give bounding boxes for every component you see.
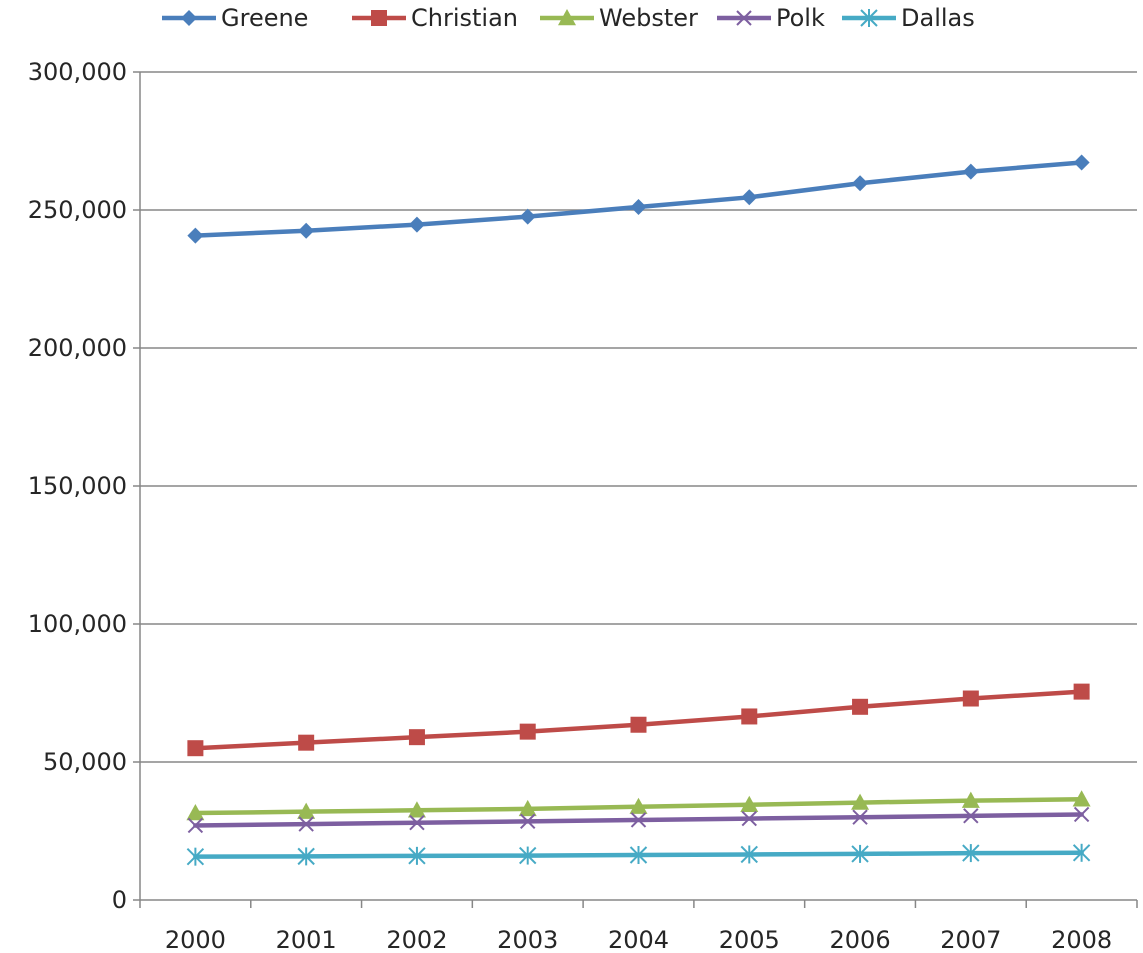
data-point-polk-stroke: [741, 810, 757, 827]
data-point-polk-stroke: [852, 809, 868, 825]
x-tick-label: 2007: [940, 926, 1001, 953]
data-point-dallas: [519, 846, 537, 865]
x-axis-ticks: 2000 2001 2002 2003 2004 2005 2006 2007 2008: [139, 900, 1138, 953]
data-point-greene: [962, 163, 979, 180]
data-point-webster: [851, 793, 870, 810]
x-tick-label: 2004: [608, 926, 669, 953]
data-point-webster: [407, 801, 426, 818]
data-point-dallas: [1072, 843, 1091, 862]
data-point-greene: [519, 208, 536, 225]
data-point-webster: [629, 797, 648, 814]
data-point-dallas: [408, 846, 426, 865]
data-point-christian: [741, 708, 758, 725]
legend-label-greene: Greene: [221, 4, 308, 32]
data-point-webster: [186, 804, 205, 821]
data-point-polk: [963, 808, 979, 824]
legend-marker-christian: [371, 10, 387, 26]
x-tick-label: 2000: [165, 926, 226, 953]
y-tick-label: 200,000: [28, 334, 127, 362]
legend-label-dallas: Dallas: [901, 4, 975, 32]
series-polk: [187, 806, 1090, 834]
data-point-greene: [630, 198, 647, 215]
legend: Greene Christian Webster Polk Dallas: [162, 4, 975, 32]
gridlines: [140, 71, 1137, 763]
x-tick-label: 2005: [719, 926, 780, 953]
data-point-polk-stroke: [409, 815, 425, 831]
x-tick-label: 2003: [497, 926, 558, 953]
data-point-dallas: [740, 845, 758, 864]
data-point-christian: [519, 723, 536, 740]
series-greene: [187, 154, 1090, 244]
legend-marker-webster: [558, 9, 576, 26]
series-group: [186, 154, 1091, 866]
data-point-greene: [1073, 154, 1090, 171]
data-point-webster: [740, 795, 759, 812]
data-point-polk: [409, 815, 425, 831]
y-tick-label: 300,000: [28, 58, 127, 86]
y-tick-label: 250,000: [28, 196, 127, 224]
data-point-webster: [518, 799, 537, 817]
data-point-polk: [630, 812, 647, 828]
legend-marker-polk-stroke: [736, 10, 752, 26]
legend-item-dallas: Dallas: [842, 4, 975, 32]
data-point-christian: [630, 716, 647, 733]
y-tick-label: 150,000: [28, 472, 127, 500]
data-point-polk: [187, 817, 204, 834]
data-point-polk-stroke: [520, 813, 536, 830]
x-tick-label: 2008: [1051, 926, 1112, 953]
data-point-christian: [187, 740, 204, 757]
data-point-greene: [298, 222, 315, 239]
data-point-webster: [961, 791, 980, 808]
data-point-greene: [852, 175, 869, 192]
series-christian: [187, 683, 1090, 757]
y-tick-label: 100,000: [28, 610, 127, 638]
y-tick-label: 50,000: [43, 748, 127, 776]
data-point-christian: [962, 690, 979, 707]
x-tick-label: 2006: [830, 926, 891, 953]
data-point-dallas: [297, 847, 315, 866]
x-tick-label: 2002: [386, 926, 447, 953]
legend-marker-greene: [181, 10, 197, 26]
series-webster: [186, 790, 1091, 821]
legend-label-christian: Christian: [411, 4, 518, 32]
y-tick-label: 0: [112, 886, 127, 914]
data-point-polk: [852, 809, 868, 825]
data-point-webster: [297, 802, 316, 819]
legend-item-christian: Christian: [352, 4, 518, 32]
legend-label-webster: Webster: [599, 4, 698, 32]
legend-item-greene: Greene: [162, 4, 308, 32]
legend-marker-polk: [736, 10, 752, 26]
data-point-polk-stroke: [963, 808, 979, 824]
data-point-dallas: [851, 844, 869, 863]
data-point-polk-stroke: [298, 816, 314, 832]
data-point-polk: [741, 810, 757, 827]
data-point-dallas: [629, 846, 648, 865]
x-tick-label: 2001: [276, 926, 337, 953]
series-dallas: [186, 843, 1091, 866]
data-point-polk-stroke: [630, 812, 647, 828]
legend-item-polk: Polk: [717, 4, 825, 32]
data-point-polk: [1073, 806, 1090, 823]
legend-marker-dallas: [860, 9, 878, 27]
data-point-christian: [852, 698, 869, 715]
data-point-dallas: [962, 844, 980, 863]
data-point-christian: [408, 729, 425, 746]
data-point-webster: [1072, 790, 1091, 807]
data-point-greene: [187, 227, 204, 244]
data-point-christian: [1073, 683, 1090, 700]
data-point-greene: [408, 216, 425, 233]
data-point-polk: [298, 816, 314, 832]
legend-item-webster: Webster: [540, 4, 698, 32]
data-point-polk: [520, 813, 536, 830]
y-axis-ticks: 0 50,000 100,000 150,000 200,000 250,000 300,0…: [28, 58, 140, 914]
data-point-christian: [298, 734, 315, 751]
data-point-greene: [741, 189, 758, 206]
data-point-polk-stroke: [187, 817, 204, 834]
data-point-polk-stroke: [1073, 806, 1090, 823]
data-point-dallas: [186, 847, 205, 866]
legend-label-polk: Polk: [776, 4, 825, 32]
